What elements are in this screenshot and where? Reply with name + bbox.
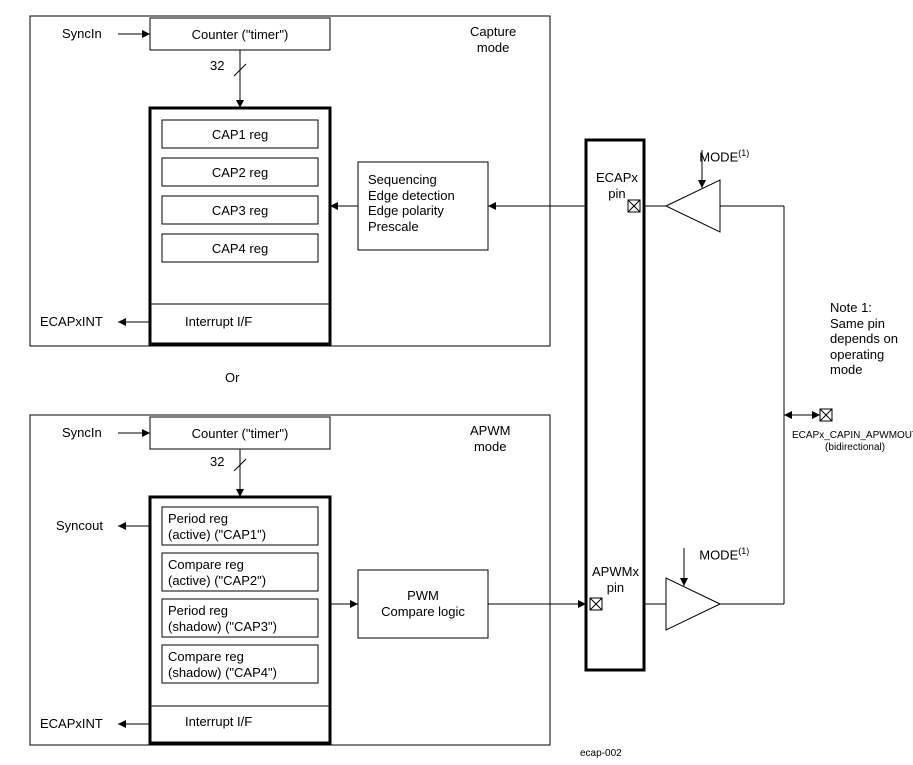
capture-int-out: ECAPxINT bbox=[40, 314, 103, 330]
shared-pin-label: ECAPx_CAPIN_APWMOUT (bidirectional) bbox=[792, 430, 913, 454]
apwmx-pin-label: APWMx pin bbox=[592, 564, 639, 595]
apwm-reg2-label: Compare reg (active) ("CAP2") bbox=[168, 557, 266, 588]
capture-syncin: SyncIn bbox=[62, 26, 102, 42]
capture-logic-label: Sequencing Edge detection Edge polarity … bbox=[368, 172, 455, 234]
ecapx-pin-label: ECAPx pin bbox=[596, 170, 638, 201]
apwm-syncout: Syncout bbox=[56, 518, 103, 534]
apwm-syncin: SyncIn bbox=[62, 425, 102, 441]
capture-bus: 32 bbox=[210, 58, 224, 74]
apwm-counter-label: Counter ("timer") bbox=[150, 426, 330, 442]
apwm-int-out: ECAPxINT bbox=[40, 716, 103, 732]
mode-label-top: MODE(1) bbox=[692, 132, 749, 165]
cap2-label: CAP2 reg bbox=[162, 165, 318, 181]
capture-counter-label: Counter ("timer") bbox=[150, 27, 330, 43]
note-text: Note 1: Same pin depends on operating mo… bbox=[830, 300, 898, 378]
apwm-title: APWM mode bbox=[470, 423, 510, 454]
apwm-bus: 32 bbox=[210, 454, 224, 470]
cap3-label: CAP3 reg bbox=[162, 203, 318, 219]
or-label: Or bbox=[225, 370, 239, 386]
cap1-label: CAP1 reg bbox=[162, 127, 318, 143]
apwm-reg4-label: Compare reg (shadow) ("CAP4") bbox=[168, 649, 277, 680]
apwm-logic-label: PWM Compare logic bbox=[358, 588, 488, 619]
capture-interrupt: Interrupt I/F bbox=[185, 314, 252, 330]
cap4-label: CAP4 reg bbox=[162, 241, 318, 257]
apwm-reg3-label: Period reg (shadow) ("CAP3") bbox=[168, 603, 277, 634]
mode-label-bottom: MODE(1) bbox=[692, 530, 749, 563]
capture-title: Capture mode bbox=[470, 24, 516, 55]
diagram-svg bbox=[0, 0, 913, 765]
apwm-reg1-label: Period reg (active) ("CAP1") bbox=[168, 511, 266, 542]
apwm-interrupt: Interrupt I/F bbox=[185, 714, 252, 730]
footer-id: ecap-002 bbox=[580, 748, 622, 760]
